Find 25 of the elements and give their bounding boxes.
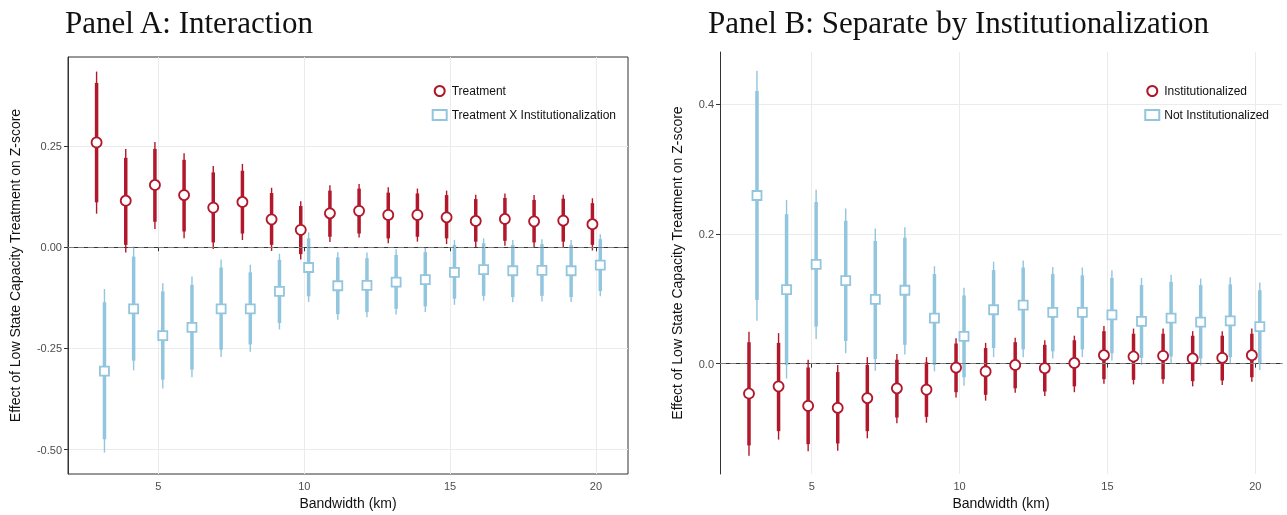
y-tick-label: 0.25 xyxy=(40,140,62,153)
x-tick-label: 10 xyxy=(298,479,311,492)
x-tick-label: 15 xyxy=(443,479,457,492)
y-tick-label: -0.50 xyxy=(36,443,62,456)
y-tick-label: 0.4 xyxy=(698,97,714,110)
legend-label: Treatment xyxy=(451,84,507,98)
x-tick-label: 5 xyxy=(808,479,815,492)
x-tick-label: 5 xyxy=(155,479,162,492)
y-tick-label: 0.00 xyxy=(40,241,62,254)
x-axis-title: Bandwidth (km) xyxy=(299,495,397,511)
legend-label: Not Institutionalized xyxy=(1164,108,1270,122)
chart-title: Panel B: Separate by Institutionalization xyxy=(708,5,1210,40)
x-tick-label: 15 xyxy=(1101,479,1114,492)
legend-label: Treatment X Institutionalization xyxy=(451,108,617,122)
x-axis-title: Bandwidth (km) xyxy=(952,495,1050,511)
x-tick-label: 20 xyxy=(589,479,603,492)
chart-title: Panel A: Interaction xyxy=(65,5,314,40)
y-axis-title: Effect of Low State Capacity Treatment on Z-score xyxy=(669,106,685,420)
y-axis-title: Effect of Low State Capacity Treatment on Z-score xyxy=(7,108,23,423)
legend-label: Institutionalized xyxy=(1164,84,1247,98)
x-tick-label: 10 xyxy=(953,479,966,492)
y-tick-label: 0.2 xyxy=(698,227,714,240)
y-tick-label: -0.25 xyxy=(36,342,62,355)
y-tick-label: 0.0 xyxy=(698,357,714,370)
x-tick-label: 20 xyxy=(1249,479,1262,492)
